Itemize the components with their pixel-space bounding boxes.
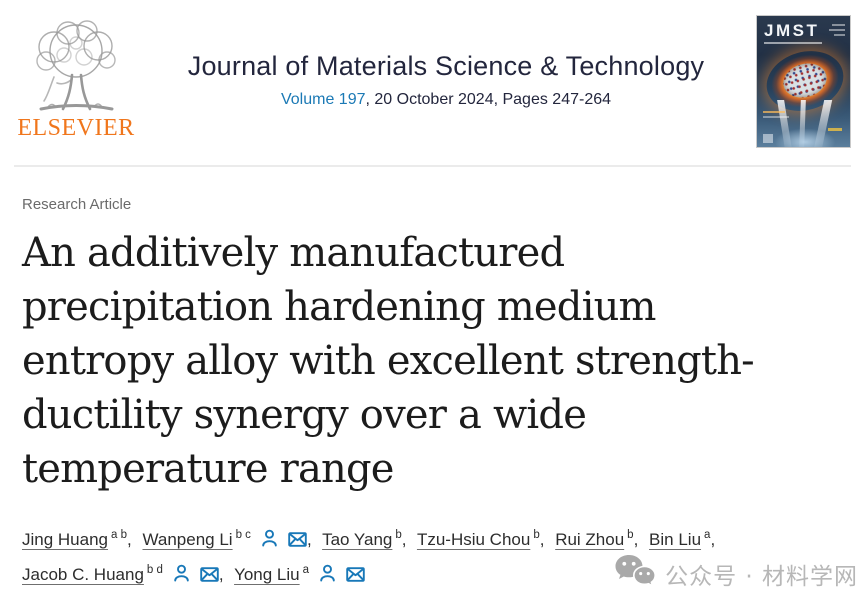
author-separator: , — [539, 530, 545, 549]
author-email-icon[interactable] — [288, 525, 307, 558]
author-affiliation-sup: b d — [146, 564, 163, 577]
watermark-text: 公众号 · 材料学网 — [665, 564, 858, 590]
journal-info: Journal of Materials Science & Technolog… — [136, 15, 756, 109]
author-affiliation-sup: a — [302, 564, 310, 577]
author-separator: , — [218, 565, 224, 584]
title-line: entropy alloy with excellent strength- — [22, 338, 755, 384]
journal-title-link[interactable]: Journal of Materials Science & Technolog… — [187, 51, 705, 81]
header-divider — [14, 165, 851, 167]
author-link[interactable]: Tao Yang — [322, 530, 393, 549]
author: Yong Liu a — [234, 565, 365, 584]
cover-qr-block — [763, 134, 773, 143]
cover-text-bar — [763, 111, 785, 113]
author-email-icon[interactable] — [200, 560, 219, 593]
author: Jacob C. Huang b d, — [22, 565, 230, 584]
author-separator: , — [127, 530, 132, 549]
journal-cover-thumbnail[interactable]: JMST — [756, 15, 851, 148]
author-link[interactable]: Wanpeng Li — [142, 530, 233, 549]
elsevier-tree-icon — [16, 17, 136, 117]
author-separator: , — [633, 530, 639, 549]
author: Tzu-Hsiu Chou b, — [417, 530, 551, 549]
volume-link[interactable]: Volume 197 — [280, 91, 366, 108]
author-link[interactable]: Jing Huang — [22, 530, 109, 549]
author-link[interactable]: Yong Liu — [234, 565, 300, 584]
author-affiliation-sup: a — [704, 529, 711, 542]
author-email-icon[interactable] — [346, 560, 365, 593]
journal-header: ELSEVIER Journal of Materials Science & … — [0, 0, 865, 165]
author-separator: , — [401, 530, 407, 549]
author-link[interactable]: Bin Liu — [649, 530, 702, 549]
title-line: temperature range — [22, 446, 394, 492]
cover-glow — [767, 125, 843, 147]
title-line: ductility synergy over a wide — [22, 392, 587, 438]
issue-info: , 20 October 2024, Pages 247-264 — [365, 91, 612, 108]
author: Tao Yang b, — [322, 530, 412, 549]
cover-text-bar — [834, 34, 845, 36]
author-link[interactable]: Tzu-Hsiu Chou — [416, 530, 531, 549]
cover-subtitle-bar — [764, 42, 822, 44]
author: Jing Huang a b, — [22, 530, 138, 549]
author-link[interactable]: Jacob C. Huang — [22, 565, 144, 584]
author-profile-icon[interactable] — [261, 525, 278, 558]
cover-text-bar — [763, 116, 789, 118]
cover-text-bar — [832, 24, 845, 26]
cover-text-bar — [828, 128, 842, 131]
author-list: Jing Huang a b, Wanpeng Li b c, Tao Yang b,… — [22, 523, 843, 593]
author-affiliation-sup: b — [627, 529, 634, 542]
author: Bin Liu a, — [649, 530, 721, 549]
author-profile-icon[interactable] — [319, 560, 336, 593]
author: Wanpeng Li b c, — [142, 530, 317, 549]
wechat-watermark: 公众号 · 材料学网 — [614, 553, 858, 595]
title-line: An additively manufactured — [22, 230, 565, 276]
author-separator: , — [710, 530, 716, 549]
elsevier-wordmark: ELSEVIER — [17, 115, 135, 141]
author: Rui Zhou b, — [555, 530, 644, 549]
author-affiliation-sup: b c — [235, 529, 251, 542]
cover-text-bar — [829, 29, 845, 31]
author-link[interactable]: Rui Zhou — [555, 530, 625, 549]
article-main: Research Article An additively manufactu… — [0, 196, 865, 593]
author-profile-icon[interactable] — [173, 560, 190, 593]
title-line: precipitation hardening medium — [22, 284, 656, 330]
article-title: An additively manufactured precipitation… — [22, 226, 843, 496]
author-affiliation-sup: b — [533, 529, 540, 542]
elsevier-logo[interactable]: ELSEVIER — [16, 15, 136, 142]
cover-masthead: JMST — [764, 21, 820, 40]
article-type-label: Research Article — [22, 196, 132, 213]
author-separator: , — [306, 530, 312, 549]
author-affiliation-sup: a b — [111, 529, 128, 542]
wechat-icon — [614, 553, 657, 595]
issue-line: Volume 197, 20 October 2024, Pages 247-2… — [136, 91, 756, 109]
author-affiliation-sup: b — [395, 529, 402, 542]
